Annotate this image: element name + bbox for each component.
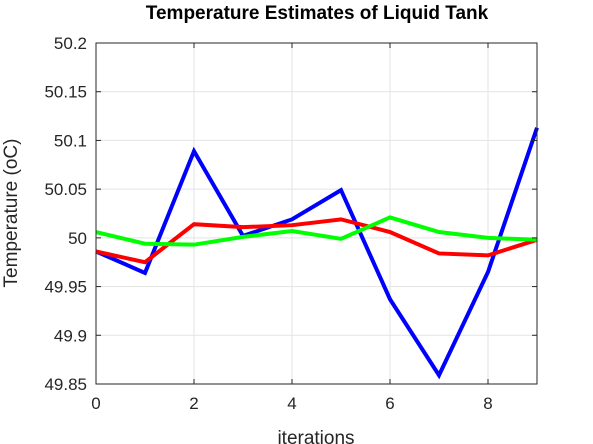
y-tick-label: 50 — [68, 229, 87, 248]
green-series-line — [95, 215, 538, 247]
series-lines — [95, 127, 539, 380]
x-tick-label: 6 — [385, 394, 394, 413]
x-tick-label: 4 — [287, 394, 296, 413]
x-tick-label: 2 — [189, 394, 198, 413]
y-tick-label: 50.15 — [44, 83, 87, 102]
x-tick-label: 0 — [91, 394, 100, 413]
blue-series-line — [95, 127, 539, 380]
chart-title: Temperature Estimates of Liquid Tank — [146, 3, 489, 24]
x-axis-title: iterations — [277, 428, 354, 444]
y-axis-title: Temperature (oC) — [1, 139, 22, 288]
x-tick-label: 8 — [483, 394, 492, 413]
y-tick-label: 50.05 — [44, 180, 87, 199]
y-tick-label: 50.2 — [54, 34, 87, 53]
y-tick-label: 50.1 — [54, 131, 87, 150]
y-tick-label: 49.85 — [44, 375, 87, 394]
y-tick-label: 49.95 — [44, 278, 87, 297]
y-tick-label: 49.9 — [54, 326, 87, 345]
axis-ticks: 0 2 4 6 8 49.85 49.9 49.95 50 50.05 50.1 50.15 50.2 — [44, 34, 537, 413]
plot-frame — [95, 42, 538, 385]
grid — [95, 42, 537, 385]
